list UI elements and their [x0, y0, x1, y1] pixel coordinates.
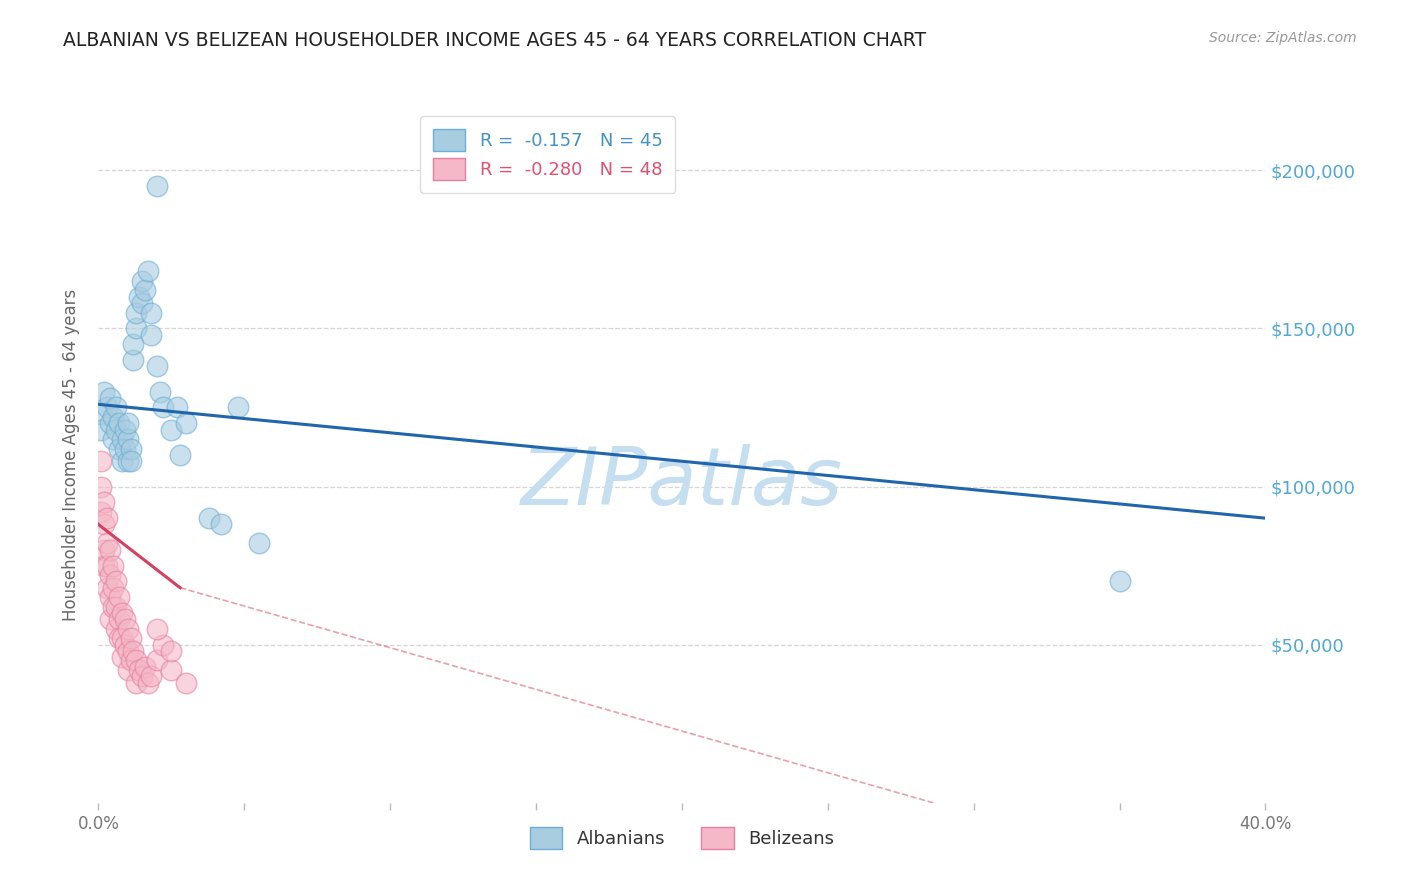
Point [96, 558, 118, 573]
Point [198, 511, 221, 525]
Point [247, 536, 270, 550]
Point [122, 644, 145, 658]
Point [96, 536, 118, 550]
Point [120, 454, 142, 468]
Point [117, 417, 139, 431]
Point [131, 274, 153, 288]
Point [90, 454, 112, 468]
Point [114, 638, 136, 652]
Point [111, 454, 134, 468]
Point [101, 409, 124, 424]
Point [139, 305, 162, 319]
Point [228, 401, 250, 415]
Point [90, 479, 112, 493]
Point [108, 591, 131, 605]
Point [90, 407, 112, 421]
Point [117, 432, 139, 446]
Point [111, 632, 134, 646]
Point [96, 511, 118, 525]
Point [139, 327, 162, 342]
Point [117, 644, 139, 658]
Point [1108, 574, 1130, 589]
Point [117, 454, 139, 468]
Point [96, 401, 118, 415]
Point [93, 558, 115, 573]
Point [209, 517, 232, 532]
Point [101, 432, 124, 446]
Point [125, 321, 148, 335]
Point [111, 606, 134, 620]
Point [98, 591, 121, 605]
Point [108, 612, 131, 626]
Point [152, 638, 174, 652]
Point [90, 505, 112, 519]
Point [134, 660, 156, 674]
Point [104, 574, 127, 589]
Point [125, 675, 148, 690]
Point [120, 442, 142, 456]
Point [166, 401, 188, 415]
Point [104, 401, 127, 415]
Point [120, 653, 142, 667]
Point [111, 432, 134, 446]
Point [128, 290, 150, 304]
Y-axis label: Householder Income Ages 45 - 64 years: Householder Income Ages 45 - 64 years [62, 289, 80, 621]
Point [90, 423, 112, 437]
Point [93, 542, 115, 557]
Point [131, 669, 153, 683]
Point [104, 599, 127, 614]
Point [136, 675, 159, 690]
Point [98, 568, 121, 582]
Point [139, 669, 162, 683]
Point [122, 353, 145, 368]
Point [146, 179, 169, 194]
Point [160, 423, 183, 437]
Text: ZIPatlas: ZIPatlas [520, 443, 844, 522]
Point [98, 542, 121, 557]
Point [117, 663, 139, 677]
Point [174, 417, 197, 431]
Point [101, 558, 124, 573]
Point [169, 448, 191, 462]
Legend: Albanians, Belizeans: Albanians, Belizeans [515, 813, 849, 863]
Point [101, 581, 124, 595]
Text: Source: ZipAtlas.com: Source: ZipAtlas.com [1209, 31, 1357, 45]
Point [114, 423, 136, 437]
Point [104, 423, 127, 437]
Point [125, 653, 148, 667]
Point [146, 359, 169, 374]
Point [101, 599, 124, 614]
Point [120, 632, 142, 646]
Point [98, 391, 121, 405]
Point [146, 653, 169, 667]
Point [114, 442, 136, 456]
Text: ALBANIAN VS BELIZEAN HOUSEHOLDER INCOME AGES 45 - 64 YEARS CORRELATION CHART: ALBANIAN VS BELIZEAN HOUSEHOLDER INCOME … [63, 31, 927, 50]
Point [93, 495, 115, 509]
Point [131, 296, 153, 310]
Point [117, 622, 139, 636]
Point [174, 675, 197, 690]
Point [146, 622, 169, 636]
Point [93, 384, 115, 399]
Point [160, 663, 183, 677]
Point [108, 442, 131, 456]
Point [108, 417, 131, 431]
Point [160, 644, 183, 658]
Point [98, 417, 121, 431]
Point [104, 622, 127, 636]
Point [93, 517, 115, 532]
Point [122, 337, 145, 351]
Point [152, 401, 174, 415]
Point [114, 612, 136, 626]
Point [149, 384, 172, 399]
Point [134, 284, 156, 298]
Point [111, 650, 134, 665]
Point [96, 581, 118, 595]
Point [125, 305, 148, 319]
Point [108, 632, 131, 646]
Point [128, 663, 150, 677]
Point [136, 264, 159, 278]
Point [98, 612, 121, 626]
